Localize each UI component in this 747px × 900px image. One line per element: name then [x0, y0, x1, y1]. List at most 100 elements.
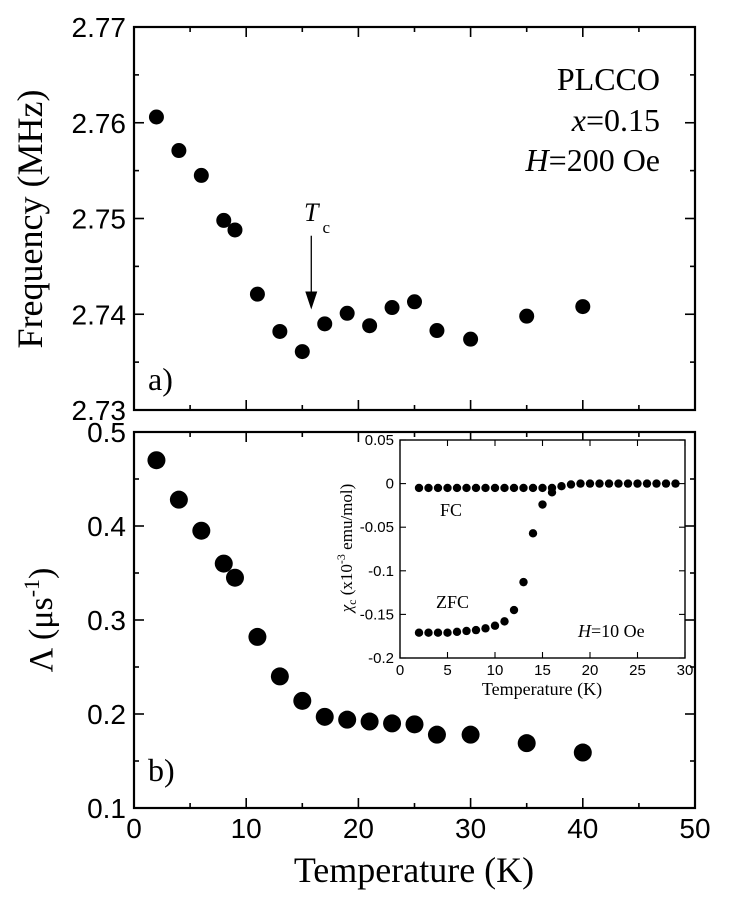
inset-ytick-labels: -0.2 -0.15 -0.1 -0.05 0 0.05 [360, 432, 394, 667]
panel-a-point [384, 300, 400, 316]
panel-a-label: a) [148, 361, 173, 397]
inset-point-zfc [547, 488, 557, 497]
inset-point-zfc [471, 625, 481, 635]
panel-a-point [148, 109, 164, 125]
panel-b-point [405, 715, 424, 734]
panel-b-xtick-label: 0 [126, 813, 142, 844]
inset-ytick-label: -0.05 [360, 519, 394, 536]
field-value: =200 Oe [549, 142, 660, 178]
inset-xtick-label: 0 [396, 662, 404, 679]
inset-point-fc [500, 483, 509, 493]
inset-ylabel-sup: -3 [334, 554, 348, 564]
panel-a-ylabel: Frequency (MHz) [10, 90, 50, 349]
panel-b-ticks [133, 431, 696, 809]
inset-frame [399, 439, 686, 659]
field-var: H [525, 142, 551, 178]
inset-point-fc [462, 483, 471, 493]
panel-b-point [338, 710, 357, 729]
panel-b-point [461, 725, 480, 744]
tc-arrow [305, 235, 318, 310]
panel-b-label: b) [148, 752, 175, 788]
inset-ytick-label: -0.15 [360, 606, 394, 623]
panel-a-ytick-labels: 2.73 2.74 2.75 2.76 2.77 [72, 12, 127, 426]
doping-var: x [571, 102, 586, 138]
inset-point-fc [566, 480, 576, 489]
panel-b-point [192, 521, 211, 540]
inset-point-fc [509, 483, 519, 493]
panel-b-xtick-label: 50 [679, 813, 710, 844]
inset-xtick-label: 25 [629, 662, 646, 679]
panel-a-point [575, 299, 591, 315]
inset-point-fc [671, 479, 680, 488]
inset-point-zfc [538, 500, 547, 509]
panel-b-point [214, 554, 233, 573]
inset-ylabel-chi-sub: c [345, 599, 359, 604]
panel-b-xtick-label: 30 [455, 813, 486, 844]
inset-point-fc [538, 483, 547, 493]
panel-a-point [171, 143, 187, 159]
doping-value: =0.15 [586, 102, 660, 138]
inset-point-zfc [462, 626, 471, 636]
panel-a-ytick-label: 2.75 [72, 204, 127, 235]
inset-ytick-label: -0.1 [368, 563, 394, 580]
inset-point-fc [528, 483, 538, 493]
inset-point-fc [557, 482, 566, 491]
inset-points [414, 479, 680, 637]
panel-b-point [427, 725, 446, 744]
panel-a-ticks [133, 26, 696, 411]
inset-point-fc [652, 479, 661, 488]
panel-b-ytick-labels: 0.1 0.2 0.3 0.4 0.5 [87, 417, 126, 824]
panel-b-point [360, 712, 379, 731]
panel-a-ytick-label: 2.76 [72, 108, 127, 139]
inset-xtick-label: 10 [487, 662, 504, 679]
inset-field-label: H=10 Oe [577, 621, 645, 641]
tc-subscript: c [322, 218, 330, 237]
panel-b-point [169, 490, 188, 509]
inset-xtick-label: 15 [534, 662, 551, 679]
inset-point-fc [471, 483, 481, 493]
inset-point-zfc [443, 628, 452, 637]
inset-point-fc [443, 483, 452, 493]
inset-fc-label: FC [440, 500, 462, 520]
inset-point-fc [595, 479, 604, 488]
panel-b-point [248, 627, 267, 646]
panel-b-point [383, 714, 402, 733]
panel-b-points [147, 451, 592, 762]
panel-b-point [293, 691, 312, 710]
inset-point-fc [452, 483, 462, 493]
inset-point-fc [633, 479, 642, 488]
inset-point-zfc [414, 628, 424, 637]
inset-point-zfc [481, 624, 490, 633]
inset-point-zfc [500, 617, 509, 626]
panel-a-point [519, 308, 535, 324]
inset-ytick-label: 0.05 [365, 432, 394, 449]
inset-point-zfc [519, 577, 528, 587]
panel-a-point [429, 323, 445, 339]
inset-ylabel-rest-b: emu/mol) [337, 484, 356, 554]
panel-a-point [339, 305, 355, 321]
inset-xtick-label: 20 [582, 662, 599, 679]
panel-a-point [407, 294, 422, 310]
tc-label: Tc [304, 198, 330, 237]
inset-point-fc [585, 479, 595, 488]
panel-a-point [463, 331, 479, 347]
panel-a-point [227, 222, 243, 238]
inset-point-fc [642, 479, 652, 488]
inset-ylabel-chi: χ [337, 604, 356, 614]
inset-point-fc [490, 483, 500, 493]
panel-b-ylabel-close: ) [23, 568, 60, 579]
inset-ylabel: χc (x10-3 emu/mol) [334, 484, 359, 615]
inset-point-zfc [509, 605, 519, 615]
inset-point-fc [424, 483, 433, 493]
panel-a-point [249, 286, 265, 302]
panel-a-point [294, 344, 310, 360]
panel-b-point [573, 743, 592, 762]
inset-point-fc [519, 483, 528, 493]
panel-b-point [270, 667, 289, 686]
panel-a-points [148, 109, 591, 360]
panel-b-ytick-label: 0.3 [87, 605, 126, 636]
panel-a-point [317, 316, 333, 332]
panel-b-xtick-labels: 0 10 20 30 40 50 [126, 813, 710, 844]
panel-b-xtick-label: 40 [567, 813, 598, 844]
inset-point-fc [661, 479, 671, 488]
